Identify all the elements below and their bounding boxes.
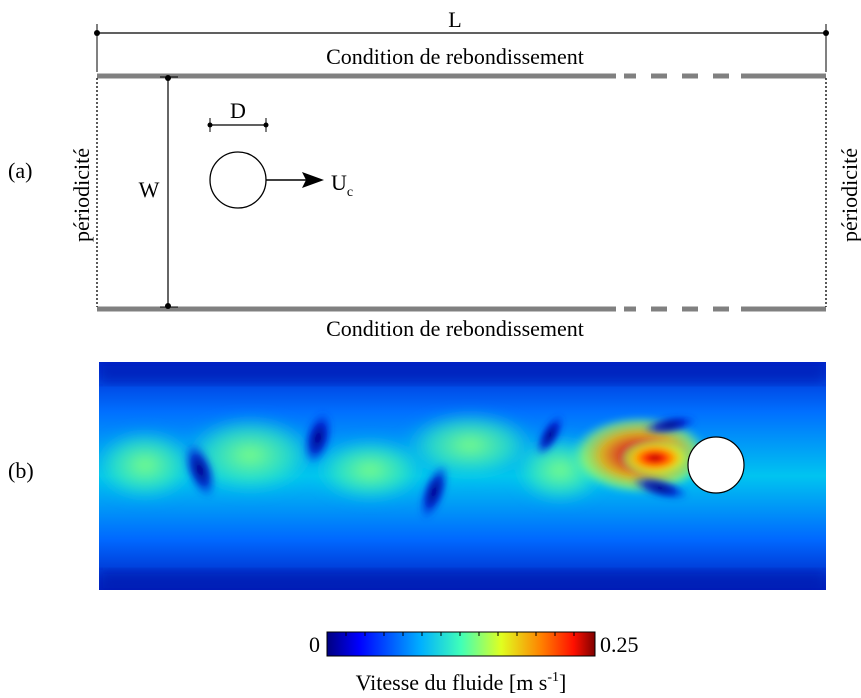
colorbar-ticks [345, 632, 575, 636]
velocity-subscript: c [347, 185, 353, 200]
field-cylinder [687, 436, 745, 494]
velocity-field [99, 362, 826, 590]
colorbar-title-sup: -1 [547, 670, 559, 685]
width-dimension: W [139, 75, 178, 309]
panel-a-label: (a) [8, 158, 32, 183]
periodic-right-label: périodicité [837, 148, 861, 242]
colorbar: 0 0.25 Vitesse du fluide [m s-1] [309, 631, 639, 695]
cylinder [209, 151, 267, 209]
diameter-label: D [230, 98, 246, 123]
velocity-label: Uc [331, 170, 353, 200]
velocity-symbol: U [331, 170, 347, 195]
colorbar-title-end: ] [559, 670, 566, 695]
wall-top-label: Condition de rebondissement [326, 44, 584, 69]
wall-bottom-label: Condition de rebondissement [326, 316, 584, 341]
panel-b-label: (b) [8, 458, 34, 483]
diameter-dimension: D [207, 98, 269, 132]
length-label: L [448, 7, 461, 32]
colorbar-title: Vitesse du fluide [m s-1] [356, 670, 567, 695]
velocity-arrow [266, 172, 324, 188]
periodic-left-label: périodicité [69, 148, 94, 242]
colorbar-max-label: 0.25 [600, 632, 639, 657]
panel-a: (a) L Condition de rebondissement [8, 7, 861, 341]
colorbar-gradient [326, 631, 596, 657]
width-label: W [139, 177, 160, 202]
colorbar-min-label: 0 [309, 632, 320, 657]
colorbar-title-main: Vitesse du fluide [m s [356, 670, 548, 695]
panel-b: (b) [8, 362, 826, 590]
length-dimension: L [94, 7, 829, 72]
